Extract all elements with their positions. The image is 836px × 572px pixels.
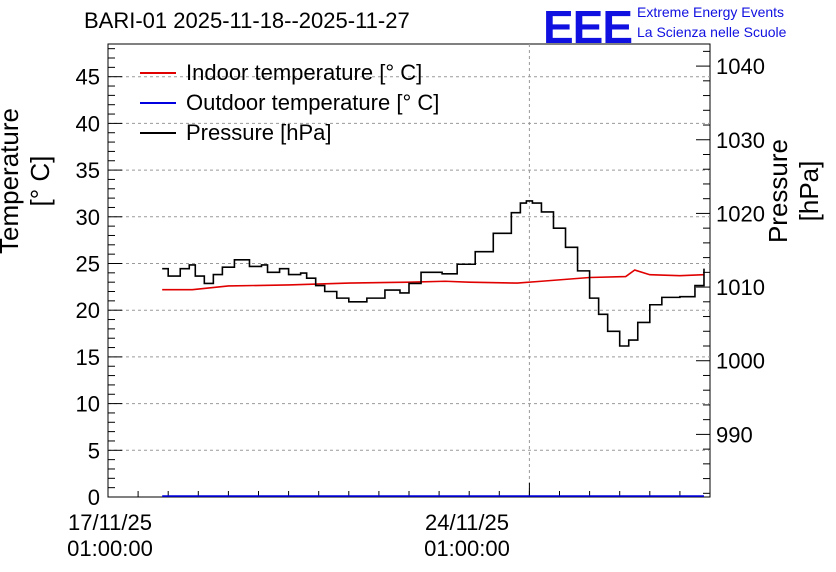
x-tick-label-1: 24/11/25 01:00:00 [407, 510, 527, 562]
legend-item-pressure: Pressure [hPa] [140, 118, 439, 148]
y-left-tick-label: 5 [88, 438, 100, 463]
eee-logo: EEE [543, 1, 633, 53]
y-right-tick-label: 1040 [716, 54, 765, 79]
legend-swatch-outdoor [140, 102, 176, 104]
x-tick-label-0: 17/11/25 01:00:00 [50, 510, 170, 562]
y-right-tick-label: 1000 [716, 349, 765, 374]
legend-label-indoor: Indoor temperature [° C] [186, 60, 423, 85]
y-right-tick-label: 1030 [716, 128, 765, 153]
y-right-tick-label: 1020 [716, 201, 765, 226]
y-left-tick-label: 35 [76, 158, 100, 183]
logo-text-line-1: Extreme Energy Events [637, 4, 785, 20]
legend-label-pressure: Pressure [hPa] [186, 120, 332, 145]
y-left-tick-label: 25 [76, 251, 100, 276]
y-right-tick-label: 1010 [716, 275, 765, 300]
y-left-tick-label: 20 [76, 298, 100, 323]
logo-text-line-2: La Scienza nelle Scuole [637, 24, 787, 40]
legend: Indoor temperature [° C] Outdoor tempera… [140, 58, 439, 148]
series-line-2 [162, 200, 705, 347]
y-axis-left-label: Temperature [° C] [0, 108, 55, 254]
x-tick-date-1: 24/11/25 [424, 510, 509, 535]
legend-swatch-indoor [140, 72, 176, 74]
x-tick-date-0: 17/11/25 [67, 510, 152, 535]
y-left-tick-label: 40 [76, 111, 100, 136]
y-left-tick-label: 10 [76, 392, 100, 417]
y-left-tick-label: 30 [76, 205, 100, 230]
x-tick-time-0: 01:00:00 [67, 536, 153, 561]
chart-title: BARI-01 2025-11-18--2025-11-27 [84, 8, 410, 33]
legend-label-outdoor: Outdoor temperature [° C] [186, 90, 440, 115]
x-tick-time-1: 01:00:00 [424, 536, 510, 561]
y-left-tick-label: 0 [88, 485, 100, 510]
legend-item-indoor: Indoor temperature [° C] [140, 58, 439, 88]
y-axis-right-label: Pressure [hPa] [763, 138, 824, 244]
series-line-0 [162, 269, 705, 291]
y-left-tick-label: 45 [76, 65, 100, 90]
y-right-tick-label: 990 [716, 422, 753, 447]
legend-item-outdoor: Outdoor temperature [° C] [140, 88, 439, 118]
y-left-tick-label: 15 [76, 345, 100, 370]
legend-swatch-pressure [140, 132, 176, 134]
